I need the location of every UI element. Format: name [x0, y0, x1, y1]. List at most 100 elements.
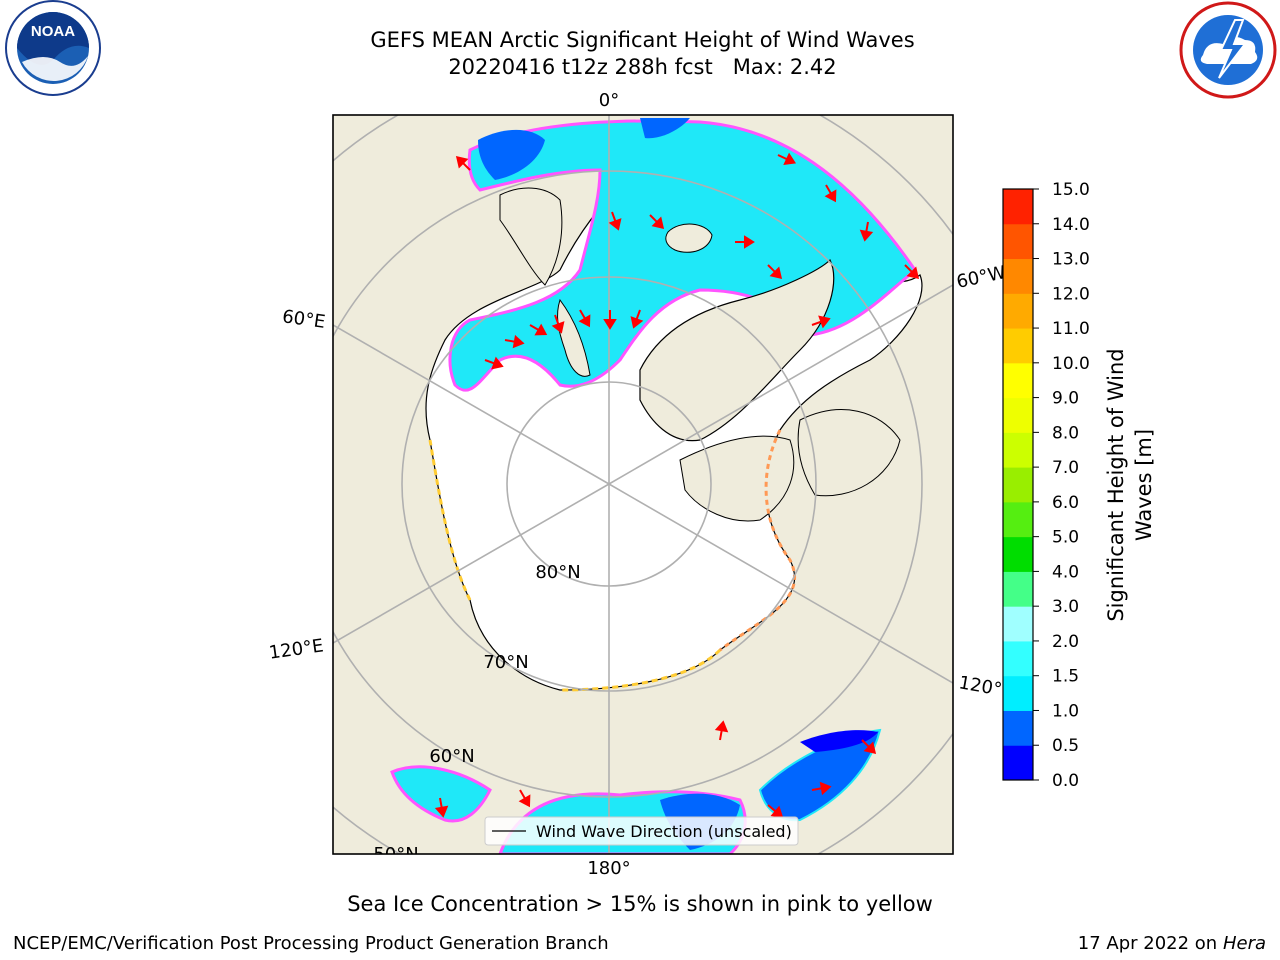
canadian-archipelago-east — [797, 409, 901, 497]
colorbar-tick-label: 9.0 — [1052, 389, 1079, 409]
wind-arrow — [735, 235, 755, 249]
colorbar-swatch — [1003, 293, 1033, 329]
baltic-blue-patch — [478, 129, 545, 180]
ice-edge-siberia — [428, 439, 472, 601]
footer-machine: Hera — [1222, 933, 1266, 954]
colorbar-tick-label: 7.0 — [1052, 458, 1079, 478]
wind-arrow — [859, 221, 874, 242]
colorbar-tick-label: 12.0 — [1052, 284, 1090, 304]
wind-arrow — [630, 309, 644, 329]
wind-arrow — [649, 214, 665, 230]
wind-arrow — [777, 152, 797, 165]
colorbar-tick-label: 2.0 — [1052, 632, 1079, 652]
wind-arrow — [518, 789, 531, 808]
colorbar-tick-label: 13.0 — [1052, 250, 1090, 270]
colorbar-swatch — [1003, 606, 1033, 642]
colorbar-swatch — [1003, 467, 1033, 503]
wind-wave-arrows — [434, 152, 920, 818]
ice-edge-alaska — [559, 648, 722, 692]
colorbar-tick-label: 15.0 — [1052, 180, 1090, 200]
colorbar-swatch — [1003, 571, 1033, 607]
white-sea-patch — [640, 118, 690, 139]
meridian-60e — [333, 324, 610, 485]
lat-label-70n: 70°N — [483, 652, 528, 673]
colorbar-label-line1: Significant Height of Wind — [1104, 348, 1128, 621]
colorbar-swatch — [1003, 675, 1033, 711]
lat-label-50n: 50°N — [373, 844, 418, 865]
wind-arrow — [551, 314, 565, 334]
noaa-logo-text: NOAA — [31, 23, 75, 40]
colorbar-tick-label: 8.0 — [1052, 423, 1079, 443]
wind-arrow — [861, 739, 877, 755]
footer-credit: NCEP/EMC/Verification Post Processing Pr… — [13, 933, 609, 954]
wind-arrow — [767, 804, 784, 818]
colorbar-tick-label: 1.0 — [1052, 701, 1079, 721]
okhotsk-wave-field — [390, 765, 492, 823]
svalbard-island — [665, 223, 713, 253]
colorbar-swatch — [1003, 432, 1033, 468]
colorbar-tick-label: 11.0 — [1052, 319, 1090, 339]
graticule — [333, 115, 953, 854]
wind-arrow — [434, 797, 449, 818]
wind-arrow — [484, 356, 504, 370]
canadian-archipelago — [679, 435, 795, 522]
wind-arrow — [578, 309, 591, 328]
wind-arrow — [603, 310, 617, 330]
colorbar-swatch — [1003, 536, 1033, 572]
colorbar-swatch — [1003, 328, 1033, 364]
lon-label-180: 180° — [587, 858, 630, 879]
colorbar-frame — [1002, 188, 1034, 781]
colorbar-swatch — [1003, 223, 1033, 260]
colorbar-tick-label: 14.0 — [1052, 215, 1090, 235]
colorbar-swatch — [1003, 710, 1033, 746]
legend-label: Wind Wave Direction (unscaled) — [536, 822, 792, 841]
colorbar-tick-label: 1.5 — [1052, 667, 1079, 687]
map-frame — [332, 114, 954, 855]
wind-arrow — [504, 334, 525, 349]
colorbar-swatch — [1003, 258, 1033, 294]
wind-arrow — [904, 264, 920, 280]
lat-label-80n: 80°N — [535, 562, 580, 583]
hudson-dark-patch — [800, 730, 878, 752]
wind-arrow — [811, 781, 832, 796]
sea-ice-note: Sea Ice Concentration > 15% is shown in … — [347, 892, 933, 916]
noaa-logo: NOAA — [5, 0, 101, 96]
greenland — [639, 258, 835, 442]
wind-arrow — [608, 211, 622, 231]
colorbar-swatch — [1003, 745, 1033, 781]
footer-date-text: 17 Apr 2022 on — [1077, 933, 1223, 954]
wind-arrow — [824, 184, 837, 203]
wind-arrow — [529, 323, 548, 336]
colorbar-tick-label: 4.0 — [1052, 562, 1079, 582]
colorbar-swatch — [1003, 189, 1033, 225]
colorbar-swatch — [1003, 397, 1033, 433]
meridian-60w — [608, 284, 953, 485]
wind-arrow — [455, 155, 471, 171]
colorbar-tick-label: 0.5 — [1052, 736, 1079, 756]
ice-edge-canada — [719, 429, 797, 652]
lat-label-60n: 60°N — [429, 746, 474, 767]
colorbar-swatch — [1003, 501, 1033, 538]
colorbar-swatch — [1003, 640, 1033, 677]
meridian-120e — [333, 483, 610, 644]
colorbar-swatch — [1003, 362, 1033, 399]
colorbar-tick-label: 6.0 — [1052, 493, 1079, 513]
colorbar-label-line2: Waves [m] — [1132, 429, 1156, 541]
wind-arrow — [811, 315, 831, 329]
colorbar-tick-label: 5.0 — [1052, 528, 1079, 548]
meridian-120w — [608, 483, 953, 684]
colorbar-tick-label: 0.0 — [1052, 771, 1079, 791]
map-legend: Wind Wave Direction (unscaled) — [484, 816, 799, 846]
scandinavia — [499, 187, 563, 286]
wind-arrow — [767, 264, 783, 280]
footer-date: 17 Apr 2022 on Hera — [1078, 933, 1266, 954]
colorbar-tick-label: 10.0 — [1052, 354, 1090, 374]
lon-label-0: 0° — [599, 90, 619, 111]
nws-logo — [1179, 1, 1277, 99]
map-title: GEFS MEAN Arctic Significant Height of W… — [370, 28, 915, 52]
wind-arrow — [714, 720, 729, 741]
map-subtitle: 20220416 t12z 288h fcst Max: 2.42 — [448, 55, 837, 79]
colorbar-tick-label: 3.0 — [1052, 597, 1079, 617]
